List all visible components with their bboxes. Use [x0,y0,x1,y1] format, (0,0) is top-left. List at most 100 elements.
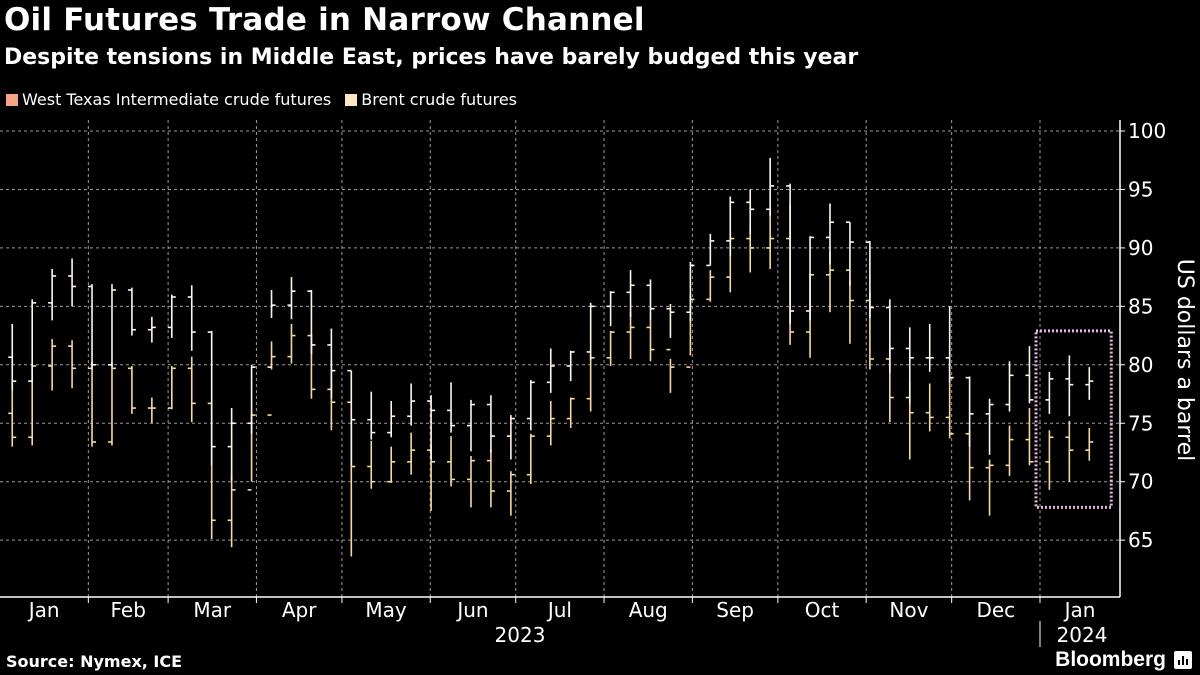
year-label-2023: 2023 [495,623,546,647]
ohlc-bar-wti [8,379,17,447]
legend-label-brent: Brent crude futures [361,90,517,109]
ohlc-bar-wti [626,312,635,359]
ohlc-bar-brent [127,287,136,336]
x-tick-label: Apr [282,598,317,622]
brand-name: Bloomberg [1055,648,1166,671]
ohlc-bar-wti [127,365,136,414]
y-tick-label: 90 [1128,236,1153,260]
ohlc-bar-wti [606,330,615,366]
ohlc-bar-wti [566,397,575,428]
x-tick-label: Jul [546,598,572,622]
ohlc-bar-brent [1025,346,1034,404]
ohlc-bar-wti [367,440,376,489]
ohlc-bar-brent [786,183,795,324]
ohlc-bar-brent [407,383,416,426]
highlight-box [1034,329,1113,509]
x-tick-label: Feb [111,598,146,622]
ohlc-bar-brent [227,408,236,481]
ohlc-bar-brent [766,157,775,217]
ohlc-bar-wti [925,383,934,432]
ohlc-bar-brent [48,268,57,321]
y-tick-label: 75 [1128,411,1153,435]
x-tick-label: Jan [27,598,60,622]
ohlc-bar-brent [566,350,575,382]
ohlc-bar-wti [466,455,475,508]
ohlc-bar-wti [746,228,755,273]
y-tick-label: 100 [1128,119,1166,143]
ohlc-bar-brent [925,323,934,372]
ohlc-bar-brent [726,196,735,257]
ohlc-bar-wti [706,270,715,302]
ohlc-bar-brent [905,327,914,405]
legend-label-wti: West Texas Intermediate crude futures [22,90,332,109]
ohlc-bar-brent [427,395,436,460]
chart-logo-icon [1174,651,1192,669]
y-tick-label: 95 [1128,177,1153,201]
chart-subtitle: Despite tensions in Middle East, prices … [4,45,859,70]
ohlc-bar-brent [666,304,675,338]
ohlc-bar-wti [1065,420,1074,482]
ohlc-bar-brent [526,379,535,431]
ohlc-bar-wti [227,474,236,548]
ohlc-bar-brent [447,382,456,433]
ohlc-bar-wti [88,361,97,447]
x-tick-label: Oct [805,598,840,622]
ohlc-bar-wti [167,365,176,410]
ohlc-bar-brent [367,391,376,440]
ohlc-bar-brent [746,189,755,234]
ohlc-bar-wti [267,341,276,416]
x-tick-label: May [365,598,407,622]
ohlc-bar-brent [486,395,495,453]
ohlc-bar-wti [666,348,675,393]
ohlc-bar-brent [267,289,276,368]
ohlc-bar-brent [586,302,595,361]
ohlc-bar-brent [646,279,655,321]
ohlc-bar-brent [945,306,954,383]
ohlc-bar-wti [407,432,416,475]
ohlc-bar-wti [1085,427,1094,461]
legend: West Texas Intermediate crude futures Br… [6,90,517,109]
ohlc-bar-brent [466,399,475,452]
ohlc-bar-brent [806,236,815,321]
ohlc-bar-brent [1005,361,1014,412]
x-tick-label: Dec [976,598,1015,622]
ohlc-bar-wti [387,446,396,483]
ohlc-bar-brent [167,294,176,338]
legend-swatch-brent [345,93,358,106]
ohlc-bar-wti [985,459,994,516]
ohlc-bar-brent [8,323,17,391]
ohlc-bar-brent [307,289,316,355]
ohlc-bar-brent [845,221,854,286]
ohlc-bar-brent [247,364,256,434]
ohlc-bar-wti [1045,430,1054,490]
y-axis-label: US dollars a barrel [1172,259,1197,461]
x-tick-label: Aug [629,598,668,622]
ohlc-bar-brent [506,415,515,460]
ohlc-bar-wti [107,362,116,446]
ohlc-bar-brent [28,299,37,383]
ohlc-bar-brent [68,258,77,307]
legend-swatch-wti [6,93,18,106]
y-tick-label: 65 [1128,528,1153,552]
x-tick-label: Mar [193,598,232,622]
ohlc-bar-brent [985,398,994,455]
bloomberg-logo: Bloomberg [1055,648,1192,672]
gridlines [0,120,1120,597]
year-label-2024: 2024 [1057,623,1108,647]
price-bars [8,157,1113,557]
ohlc-bar-brent [546,348,555,393]
x-tick-label: Jan [1063,598,1096,622]
ohlc-bar-brent [706,233,715,267]
ohlc-bar-brent [1065,355,1074,417]
ohlc-bar-brent [1045,371,1054,414]
ohlc-bar-brent [387,401,396,438]
ohlc-bar-brent [686,261,695,322]
ohlc-bar-wti [1025,408,1034,466]
x-tick-label: Sep [716,598,754,622]
legend-item-brent: Brent crude futures [345,90,517,109]
ohlc-bar-wti [486,450,495,508]
ohlc-bar-wti [68,340,77,389]
ohlc-bar-wti [187,356,196,423]
ohlc-bar-wti [526,433,535,485]
